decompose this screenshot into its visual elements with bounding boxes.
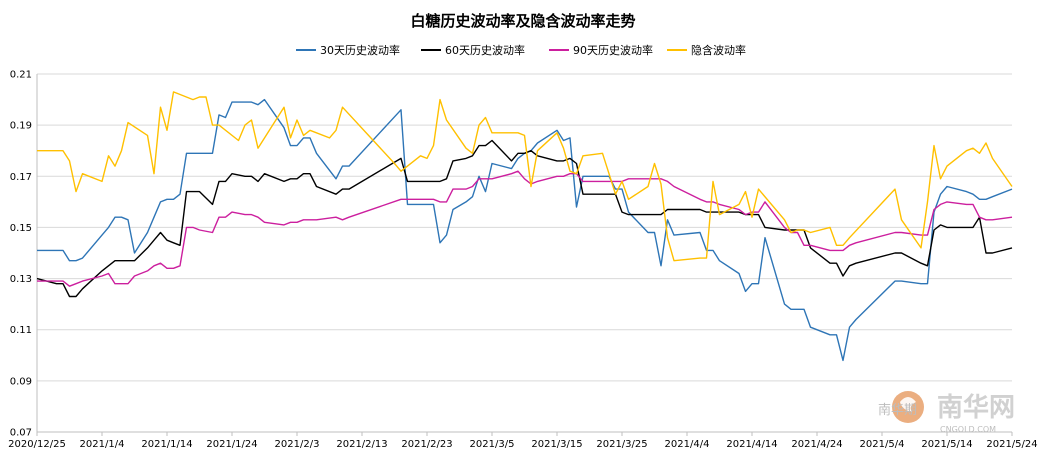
x-tick-label: 2021/1/24 [206,439,257,450]
watermark-brand-text: 南华网 [937,392,1015,423]
watermark-wechat-text: 南华期 [878,402,917,418]
y-tick-label: 0.19 [10,121,32,132]
watermark: 南华网 南华期 CNGOLD.COM [878,391,1015,434]
brand-logo-swirl-icon [900,397,916,412]
y-tick-label: 0.13 [10,274,32,285]
y-tick-label: 0.09 [10,376,32,387]
y-tick-label: 0.21 [10,70,32,81]
chart-series [36,91,1013,362]
y-tick-label: 0.07 [10,428,32,439]
x-tick-label: 2021/3/25 [596,439,647,450]
x-tick-label: 2021/4/24 [791,439,842,450]
x-tick-label: 2021/1/14 [141,439,192,450]
x-tick-label: 2021/2/13 [336,439,387,450]
x-tick-label: 2021/3/5 [470,439,515,450]
x-tick-label: 2021/2/3 [275,439,320,450]
watermark-url-text: CNGOLD.COM [940,425,996,434]
x-tick-label: 2020/12/25 [8,439,66,450]
series-line-4 [37,91,1013,262]
x-tick-label: 2021/5/24 [986,439,1037,450]
legend-label: 60天历史波动率 [445,43,525,57]
x-tick-label: 2021/4/4 [665,439,710,450]
x-tick-label: 2021/5/14 [921,439,972,450]
legend-label: 30天历史波动率 [320,43,400,57]
legend-label: 隐含波动率 [691,43,746,57]
series-line-3 [37,170,1013,287]
chart-legend: 30天历史波动率 60天历史波动率 90天历史波动率 隐含波动率 [296,43,746,57]
series-line-1 [37,98,1013,362]
y-tick-label: 0.17 [10,172,32,183]
x-axis-tick-labels: 2020/12/25 2021/1/4 2021/1/14 2021/1/24 2021… [8,432,1038,450]
x-tick-label: 2021/1/4 [80,439,125,450]
y-tick-label: 0.11 [10,325,32,336]
x-tick-label: 2021/5/4 [860,439,905,450]
x-tick-label: 2021/2/23 [401,439,452,450]
x-tick-label: 2021/3/15 [531,439,582,450]
y-tick-label: 0.15 [10,223,32,234]
chart-title: 白糖历史波动率及隐含波动率走势 [410,12,635,30]
series-line-2 [36,139,1013,298]
x-tick-label: 2021/4/14 [726,439,777,450]
y-axis-tick-labels: 0.07 0.09 0.11 0.13 0.15 0.17 0.19 0.21 [10,70,32,439]
legend-label: 90天历史波动率 [573,43,653,57]
